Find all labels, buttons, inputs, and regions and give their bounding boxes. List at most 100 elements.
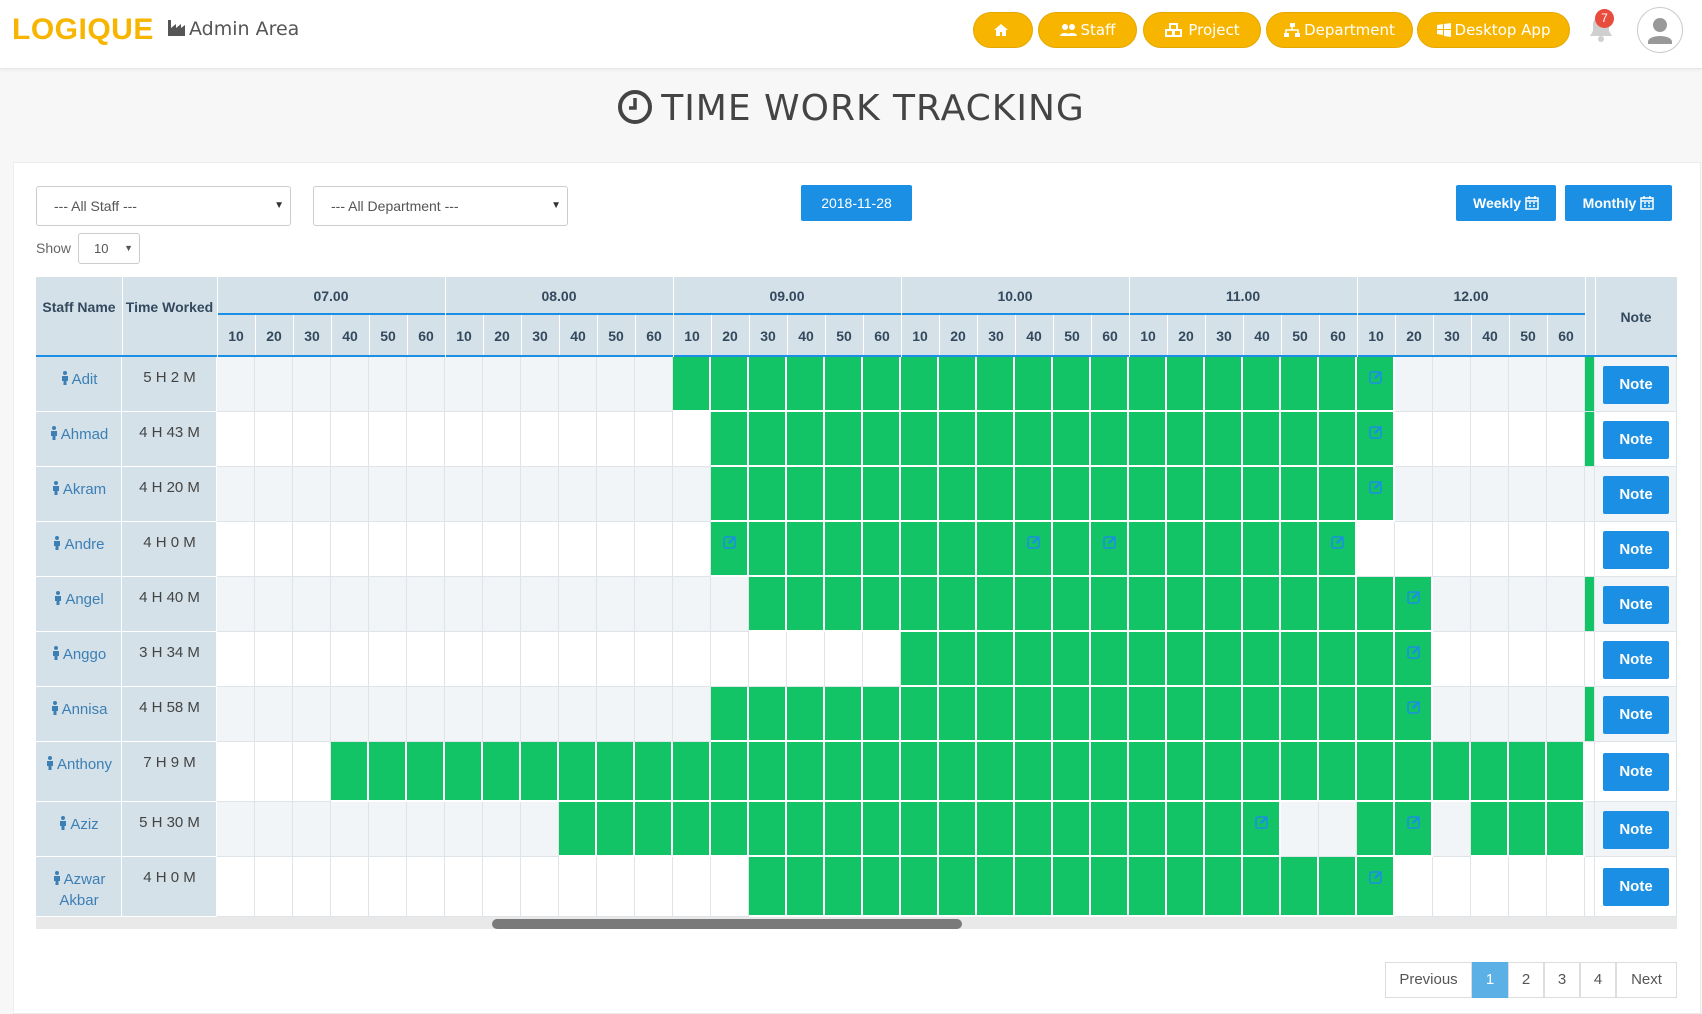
edit-note-icon[interactable] <box>1407 700 1421 719</box>
empty-slot <box>673 467 711 522</box>
admin-area-title[interactable]: Admin Area <box>167 18 299 42</box>
worked-slot <box>1243 802 1281 857</box>
worked-slot <box>1167 742 1205 802</box>
edit-note-icon[interactable] <box>1369 425 1383 444</box>
empty-slot <box>1433 687 1471 742</box>
worked-slot <box>673 802 711 857</box>
pagination-page-2[interactable]: 2 <box>1508 962 1544 998</box>
empty-slot <box>559 857 597 917</box>
worked-slot <box>1053 412 1091 467</box>
weekly-button[interactable]: Weekly <box>1456 185 1556 221</box>
note-button[interactable]: Note <box>1603 530 1669 569</box>
empty-slot <box>217 802 255 857</box>
edit-note-icon[interactable] <box>723 535 737 554</box>
time-worked-cell <box>122 632 217 687</box>
minute-label: 40 <box>1482 328 1498 344</box>
note-button[interactable]: Note <box>1603 753 1669 791</box>
brand-logo[interactable]: LOGIQUE <box>12 13 154 46</box>
minute-divider <box>1547 315 1548 355</box>
nav-department-button[interactable]: Department <box>1266 12 1413 48</box>
worked-slot <box>939 632 977 687</box>
edit-note-icon[interactable] <box>1369 870 1383 889</box>
worked-slot <box>711 742 749 802</box>
worked-slot <box>787 522 825 577</box>
pagination-page-4[interactable]: 4 <box>1580 962 1616 998</box>
hour-label: 08.00 <box>541 288 577 304</box>
worked-slot <box>1243 742 1281 802</box>
edit-note-icon[interactable] <box>1407 815 1421 834</box>
worked-slot <box>1243 467 1281 522</box>
staff-name-link[interactable]: Anthony <box>36 754 122 775</box>
hour-label: 07.00 <box>313 288 349 304</box>
note-button[interactable]: Note <box>1603 585 1669 624</box>
staff-name-link[interactable]: Angel <box>36 589 122 610</box>
department-filter-select[interactable]: --- All Department --- ▼ <box>313 186 568 226</box>
empty-slot <box>331 687 369 742</box>
minute-label: 50 <box>836 328 852 344</box>
edit-note-icon[interactable] <box>1103 535 1117 554</box>
note-button[interactable]: Note <box>1603 365 1669 404</box>
worked-slot <box>1205 357 1243 412</box>
minute-divider <box>521 315 522 355</box>
staff-name-link[interactable]: Andre <box>36 534 122 555</box>
note-button[interactable]: Note <box>1603 868 1669 906</box>
worked-slot <box>1167 357 1205 412</box>
show-entries-value: 10 <box>94 241 109 256</box>
edit-note-icon[interactable] <box>1407 590 1421 609</box>
page-title-text: TIME WORK TRACKING <box>661 88 1085 129</box>
dropdown-caret-icon: ▼ <box>274 200 284 211</box>
user-avatar[interactable] <box>1637 7 1683 53</box>
pagination-previous[interactable]: Previous <box>1385 962 1472 998</box>
staff-filter-select[interactable]: --- All Staff --- ▼ <box>36 186 291 226</box>
monthly-button[interactable]: Monthly <box>1565 185 1672 221</box>
department-filter-value: --- All Department --- <box>331 198 459 214</box>
pagination-next[interactable]: Next <box>1616 962 1677 998</box>
edit-note-icon[interactable] <box>1027 535 1041 554</box>
empty-slot <box>331 802 369 857</box>
edit-note-icon[interactable] <box>1407 645 1421 664</box>
edit-note-icon[interactable] <box>1255 815 1269 834</box>
empty-slot <box>1395 412 1433 467</box>
staff-name-link[interactable]: Ahmad <box>36 424 122 445</box>
worked-slot <box>559 742 597 802</box>
minute-label: 60 <box>646 328 662 344</box>
note-button[interactable]: Note <box>1603 420 1669 459</box>
worked-slot <box>977 857 1015 917</box>
scrollbar-thumb[interactable] <box>492 919 962 929</box>
edit-note-icon[interactable] <box>1369 370 1383 389</box>
edit-note-icon[interactable] <box>1331 535 1345 554</box>
time-worked-cell <box>122 412 217 467</box>
worked-slot <box>1281 632 1319 687</box>
pagination-page-3[interactable]: 3 <box>1544 962 1580 998</box>
date-picker-button[interactable]: 2018-11-28 <box>801 185 912 221</box>
empty-slot <box>1585 632 1595 687</box>
worked-slot <box>1319 687 1357 742</box>
staff-name-link[interactable]: Annisa <box>36 699 122 720</box>
staff-name-link[interactable]: Adit <box>36 369 122 390</box>
note-button[interactable]: Note <box>1603 695 1669 734</box>
nav-home-button[interactable] <box>973 12 1033 48</box>
minute-divider <box>1243 315 1244 355</box>
show-entries-select[interactable]: 10 ▼ <box>78 233 140 264</box>
worked-slot <box>901 687 939 742</box>
empty-slot <box>787 632 825 687</box>
worked-slot <box>863 802 901 857</box>
header-staff-name: Staff Name <box>42 299 116 315</box>
staff-name-link[interactable]: Akram <box>36 479 122 500</box>
note-button[interactable]: Note <box>1603 810 1669 849</box>
note-button[interactable]: Note <box>1603 475 1669 514</box>
nav-desktop-app-button[interactable]: Desktop App <box>1417 12 1570 48</box>
worked-slot <box>1091 522 1129 577</box>
note-button[interactable]: Note <box>1603 640 1669 679</box>
worked-slot <box>635 742 673 802</box>
staff-name-link[interactable]: Anggo <box>36 644 122 665</box>
nav-project-button[interactable]: Project <box>1143 12 1261 48</box>
empty-slot <box>1509 522 1547 577</box>
nav-staff-button[interactable]: Staff <box>1038 12 1137 48</box>
staff-name-link[interactable]: Aziz <box>36 814 122 835</box>
staff-name-link[interactable]: Azwar Akbar <box>36 869 122 911</box>
edit-note-icon[interactable] <box>1369 480 1383 499</box>
worked-slot <box>711 412 749 467</box>
pagination-page-1[interactable]: 1 <box>1472 962 1508 998</box>
worked-slot <box>939 522 977 577</box>
